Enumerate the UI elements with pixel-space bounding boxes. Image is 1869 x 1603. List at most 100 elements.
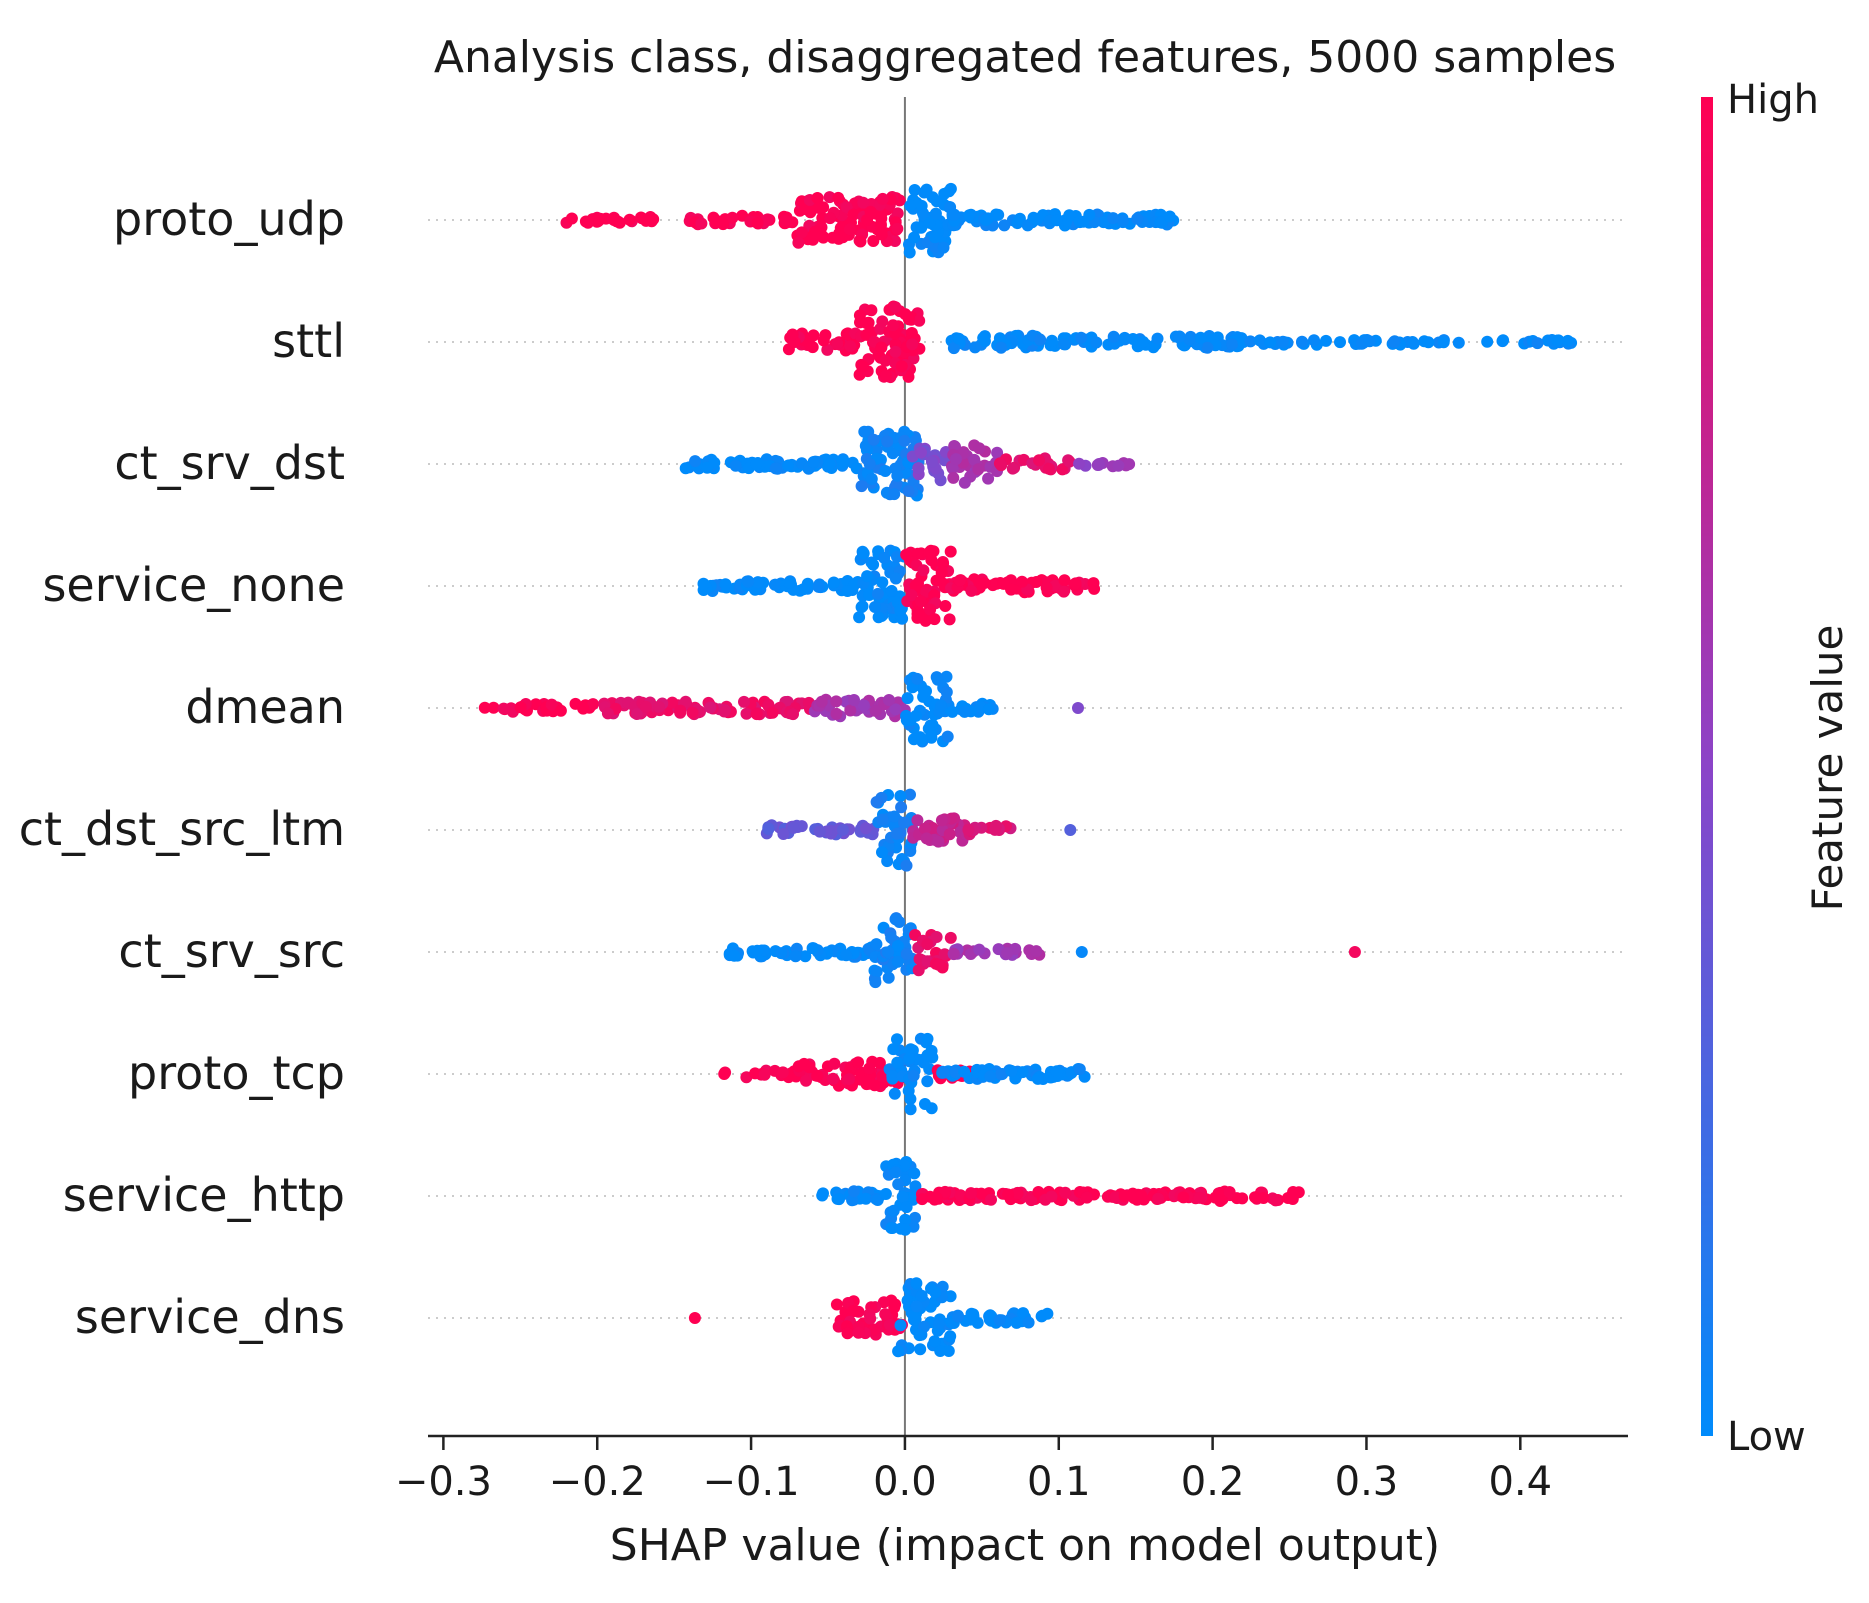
- shap-point: [1006, 462, 1019, 475]
- shap-point: [914, 1343, 927, 1356]
- feature-label: ct_srv_dst: [114, 436, 345, 490]
- shap-point: [487, 701, 500, 714]
- shap-point: [943, 185, 956, 198]
- shap-point: [1069, 577, 1082, 590]
- shap-point: [1561, 334, 1574, 347]
- shap-point: [932, 835, 945, 848]
- shap-point: [979, 214, 992, 226]
- feature-label: sttl: [272, 314, 345, 368]
- shap-point: [909, 1211, 921, 1224]
- shap-point: [864, 205, 877, 218]
- shap-point: [947, 471, 960, 484]
- shap-point: [876, 1070, 889, 1083]
- shap-point: [920, 685, 932, 698]
- shap-point: [958, 705, 971, 718]
- shap-point: [1056, 463, 1069, 476]
- shap-point: [896, 1190, 909, 1203]
- shap-point: [875, 341, 888, 354]
- shap-point: [844, 340, 857, 353]
- shap-point: [792, 236, 805, 249]
- shap-point: [1109, 1191, 1122, 1204]
- shap-point: [1387, 336, 1400, 349]
- shap-point: [891, 550, 903, 563]
- shap-point: [804, 339, 817, 352]
- shap-point: [859, 822, 872, 835]
- feature-row-service_http: [816, 1156, 1305, 1236]
- shap-point: [1050, 1065, 1063, 1078]
- shap-point: [832, 232, 845, 245]
- shap-point: [938, 948, 951, 961]
- shap-point: [1193, 1191, 1206, 1204]
- shap-point: [888, 810, 901, 823]
- shap-point: [718, 705, 731, 718]
- shap-point: [891, 955, 904, 968]
- shap-point: [1107, 212, 1120, 225]
- shap-point: [995, 1068, 1008, 1081]
- shap-point: [831, 337, 844, 350]
- shap-point: [908, 1167, 921, 1180]
- shap-point: [937, 1066, 950, 1079]
- shap-point: [1077, 215, 1090, 228]
- x-tick-label: −0.3: [395, 1459, 492, 1505]
- shap-point: [883, 1318, 896, 1331]
- shap-point: [1264, 336, 1277, 349]
- shap-point: [1177, 1191, 1190, 1204]
- shap-point: [921, 1049, 934, 1062]
- shap-point: [880, 369, 893, 382]
- shap-point: [982, 472, 995, 485]
- shap-point: [1131, 212, 1144, 225]
- shap-point: [995, 341, 1008, 354]
- shap-point: [879, 354, 892, 367]
- shap-point: [906, 338, 919, 351]
- shap-point: [930, 195, 943, 208]
- shap-point: [882, 946, 895, 959]
- shap-point: [844, 704, 857, 717]
- shap-point: [1058, 338, 1070, 351]
- shap-point: [887, 1043, 900, 1056]
- shap-point: [909, 1180, 922, 1193]
- shap-point: [975, 1187, 988, 1200]
- shap-point: [894, 790, 907, 802]
- shap-point: [952, 1310, 965, 1323]
- shap-point: [921, 1032, 934, 1045]
- shap-point: [878, 551, 891, 564]
- shap-point: [855, 480, 868, 493]
- shap-point: [1050, 214, 1063, 227]
- x-axis-label: SHAP value (impact on model output): [610, 1520, 1440, 1571]
- shap-point: [1269, 1194, 1282, 1207]
- shap-point: [876, 813, 889, 826]
- shap-point: [921, 938, 934, 951]
- shap-point: [901, 692, 914, 705]
- shap-point: [1551, 334, 1564, 347]
- shap-point: [827, 576, 840, 589]
- shap-point: [942, 1345, 955, 1357]
- shap-point: [887, 1204, 900, 1217]
- shap-point: [869, 976, 882, 989]
- shap-point: [704, 701, 717, 714]
- shap-point: [1163, 210, 1176, 223]
- shap-point: [1123, 458, 1136, 471]
- shap-point: [843, 223, 856, 236]
- shap-point: [944, 931, 957, 944]
- shap-point: [916, 1193, 929, 1206]
- shap-point: [811, 192, 824, 204]
- colorbar-high-label: High: [1727, 77, 1819, 123]
- shap-point: [892, 1178, 905, 1191]
- shap-point: [910, 1277, 923, 1290]
- shap-point: [925, 455, 938, 468]
- shap-point: [863, 458, 876, 470]
- shap-point: [985, 1193, 997, 1206]
- shap-point: [879, 1308, 892, 1321]
- shap-point: [1334, 336, 1346, 349]
- shap-point: [935, 699, 947, 712]
- shap-point: [958, 476, 971, 489]
- shap-point: [751, 944, 764, 957]
- shap-point: [973, 943, 986, 956]
- shap-point: [1034, 333, 1047, 346]
- shap-point: [686, 706, 699, 719]
- shap-point: [587, 698, 599, 711]
- shap-point: [991, 446, 1004, 459]
- shap-point: [750, 708, 763, 721]
- shap-point: [789, 950, 802, 963]
- shap-point: [869, 443, 882, 456]
